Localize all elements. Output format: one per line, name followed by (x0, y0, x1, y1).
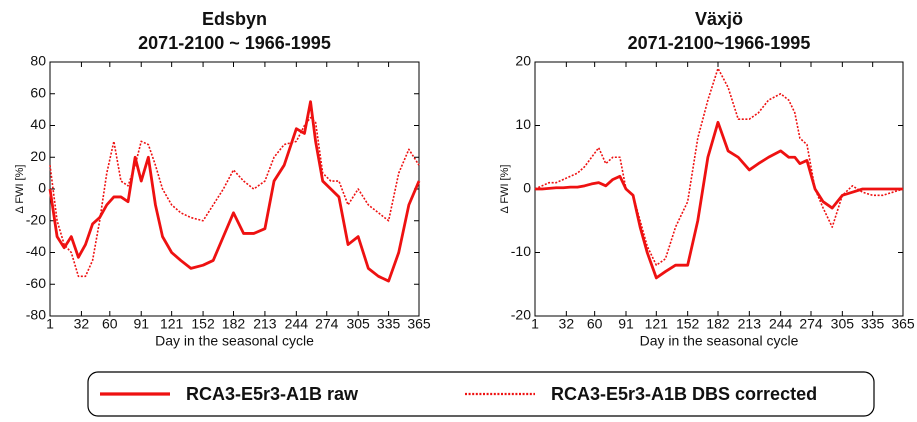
x-tick-label: 365 (891, 316, 915, 332)
x-axis-label: Day in the seasonal cycle (155, 333, 314, 349)
x-tick-label: 152 (676, 316, 700, 332)
x-tick-label: 32 (559, 316, 575, 332)
data-line (534, 67, 904, 266)
x-tick-label: 305 (831, 316, 855, 332)
data-line (48, 100, 421, 283)
x-tick-label: 335 (861, 316, 885, 332)
x-tick-label: 365 (407, 316, 431, 332)
x-tick-label: 1 (46, 316, 54, 332)
x-tick-label: 244 (285, 316, 309, 332)
plot-frame (49, 61, 420, 317)
x-tick-label: 274 (315, 316, 339, 332)
y-tick-label: -10 (511, 243, 531, 259)
data-line (535, 120, 903, 280)
x-tick-label: 60 (587, 316, 603, 332)
x-tick-label: 91 (618, 316, 634, 332)
y-tick-label: 60 (30, 84, 46, 100)
x-tick-label: 121 (160, 316, 184, 332)
y-tick-label: -20 (511, 307, 531, 323)
chart-title: Edsbyn (202, 9, 267, 29)
x-axis-label: Day in the seasonal cycle (640, 333, 799, 349)
x-tick-label: 32 (74, 316, 90, 332)
x-tick-label: 182 (706, 316, 730, 332)
legend-box (87, 371, 875, 417)
chart-title: Växjö (695, 9, 743, 29)
x-tick-label: 213 (738, 316, 762, 332)
y-tick-label: 80 (30, 53, 46, 69)
y-tick-label: -60 (26, 275, 46, 291)
x-tick-label: 1 (531, 316, 539, 332)
x-tick-label: 244 (769, 316, 793, 332)
x-tick-label: 213 (253, 316, 277, 332)
x-tick-label: 152 (191, 316, 215, 332)
y-tick-label: -20 (26, 211, 46, 227)
y-tick-label: 20 (30, 148, 46, 164)
y-tick-label: 0 (523, 180, 531, 196)
y-tick-label: 20 (515, 53, 531, 69)
plot-frame (534, 61, 904, 317)
y-tick-label: 10 (515, 116, 531, 132)
y-axis-label: Δ FWI [%] (14, 165, 26, 214)
data-line (49, 116, 420, 278)
x-tick-label: 335 (377, 316, 401, 332)
legend-label: RCA3-E5r3-A1B raw (186, 384, 359, 404)
y-tick-label: 0 (38, 180, 46, 196)
x-tick-label: 121 (645, 316, 669, 332)
chart-subtitle: 2071-2100~1966-1995 (628, 33, 811, 53)
y-tick-label: 40 (30, 116, 46, 132)
x-tick-label: 182 (222, 316, 246, 332)
x-tick-label: 60 (102, 316, 118, 332)
chart-subtitle: 2071-2100 ~ 1966-1995 (138, 33, 331, 53)
y-tick-label: -80 (26, 307, 46, 323)
x-tick-label: 91 (133, 316, 149, 332)
y-tick-label: -40 (26, 243, 46, 259)
x-tick-label: 305 (346, 316, 370, 332)
x-tick-label: 274 (799, 316, 823, 332)
y-axis-label: Δ FWI [%] (499, 165, 511, 214)
legend-label: RCA3-E5r3-A1B DBS corrected (551, 384, 817, 404)
